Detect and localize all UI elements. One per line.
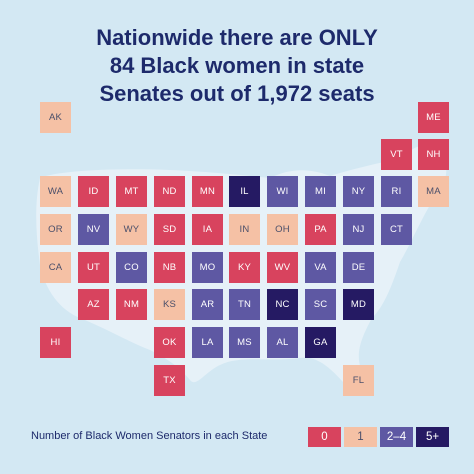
- state-tile-nd: ND: [154, 176, 185, 207]
- state-tile-il: IL: [229, 176, 260, 207]
- state-tile-ct: CT: [381, 214, 412, 245]
- state-tile-mn: MN: [192, 176, 223, 207]
- state-tile-de: DE: [343, 252, 374, 283]
- state-tile-ms: MS: [229, 327, 260, 358]
- legend-swatch-2-4: 2–4: [380, 427, 413, 447]
- state-tile-la: LA: [192, 327, 223, 358]
- state-tile-id: ID: [78, 176, 109, 207]
- state-tile-co: CO: [116, 252, 147, 283]
- legend-swatch-5-plus: 5+: [416, 427, 449, 447]
- state-tile-ga: GA: [305, 327, 336, 358]
- state-tile-vt: VT: [381, 139, 412, 170]
- title-line-1: Nationwide there are ONLY: [96, 25, 378, 50]
- state-tile-ma: MA: [418, 176, 449, 207]
- title-line-2: 84 Black women in state: [109, 53, 365, 78]
- legend-title: Number of Black Women Senators in each S…: [31, 430, 268, 442]
- state-tile-nj: NJ: [343, 214, 374, 245]
- state-tile-sd: SD: [154, 214, 185, 245]
- state-tile-ok: OK: [154, 327, 185, 358]
- state-tile-mt: MT: [116, 176, 147, 207]
- state-tile-me: ME: [418, 102, 449, 133]
- state-tile-fl: FL: [343, 365, 374, 396]
- state-tile-nm: NM: [116, 289, 147, 320]
- state-tile-ia: IA: [192, 214, 223, 245]
- state-tile-wa: WA: [40, 176, 71, 207]
- state-tile-ut: UT: [78, 252, 109, 283]
- state-tile-oh: OH: [267, 214, 298, 245]
- state-tile-ca: CA: [40, 252, 71, 283]
- state-tile-wv: WV: [267, 252, 298, 283]
- legend-swatch-1: 1: [344, 427, 377, 447]
- state-tile-in: IN: [229, 214, 260, 245]
- state-tile-mi: MI: [305, 176, 336, 207]
- legend-swatch-0: 0: [308, 427, 341, 447]
- state-tile-tx: TX: [154, 365, 185, 396]
- state-tile-ks: KS: [154, 289, 185, 320]
- state-tile-wy: WY: [116, 214, 147, 245]
- state-tile-az: AZ: [78, 289, 109, 320]
- state-tile-nh: NH: [418, 139, 449, 170]
- state-tile-ri: RI: [381, 176, 412, 207]
- state-tile-pa: PA: [305, 214, 336, 245]
- state-tile-nv: NV: [78, 214, 109, 245]
- title-line-3: Senates out of 1,972 seats: [99, 81, 375, 106]
- state-tile-ky: KY: [229, 252, 260, 283]
- state-tile-al: AL: [267, 327, 298, 358]
- state-tile-nb: NB: [154, 252, 185, 283]
- state-tile-or: OR: [40, 214, 71, 245]
- state-tile-nc: NC: [267, 289, 298, 320]
- state-tile-sc: SC: [305, 289, 336, 320]
- state-tile-wi: WI: [267, 176, 298, 207]
- state-tile-hi: HI: [40, 327, 71, 358]
- state-tile-mo: MO: [192, 252, 223, 283]
- state-tile-md: MD: [343, 289, 374, 320]
- state-tile-tn: TN: [229, 289, 260, 320]
- state-tile-ar: AR: [192, 289, 223, 320]
- state-tile-ny: NY: [343, 176, 374, 207]
- state-tile-ak: AK: [40, 102, 71, 133]
- state-tile-va: VA: [305, 252, 336, 283]
- page-title: Nationwide there are ONLY 84 Black women…: [0, 24, 474, 108]
